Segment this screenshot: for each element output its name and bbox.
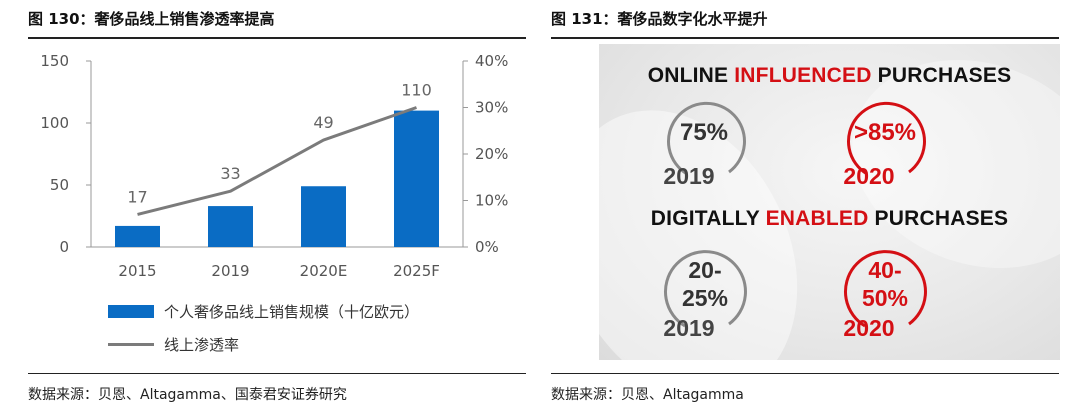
y-tick-label-right: 30% <box>475 99 508 117</box>
bar-2025F <box>394 110 439 247</box>
heading-highlight: ENABLED <box>765 207 869 230</box>
heading-part: DIGITALLY <box>650 207 766 230</box>
ring-arc-red <box>843 250 927 328</box>
ring-online-2019: 75% 2019 <box>663 101 746 189</box>
ring-arc-red <box>847 101 926 176</box>
x-tick-label: 2020E <box>300 262 348 280</box>
legend-line-label: 线上渗透率 <box>164 336 240 354</box>
x-tick-label: 2015 <box>118 262 156 280</box>
digitally-enabled-heading: DIGITALLY ENABLED PURCHASES <box>599 207 1060 231</box>
x-tick-label: 2019 <box>211 262 249 280</box>
legend-bar-swatch <box>108 305 154 318</box>
digital-2019-value-line2: 25% <box>682 285 728 311</box>
data-label: 49 <box>313 113 333 132</box>
data-label: 17 <box>127 187 147 206</box>
heading-part: PURCHASES <box>871 64 1012 87</box>
right-source: 数据来源：贝恩、Altagamma <box>551 387 744 403</box>
bar-2019 <box>208 206 253 247</box>
online-sales-chart: 0 50 100 150 0% 10% 20% 30% 40% 2015 2019 2020E 2025… <box>40 52 508 280</box>
ring-arc-gray <box>667 101 746 176</box>
digital-2020-value-line1: 40- <box>868 257 901 283</box>
data-label: 33 <box>220 164 240 183</box>
legend-bar-entry: 个人奢侈品线上销售规模（十亿欧元） <box>108 301 419 322</box>
online-influenced-heading: ONLINE INFLUENCED PURCHASES <box>599 64 1060 88</box>
right-figure-title: 图 131：奢侈品数字化水平提升 <box>551 10 768 28</box>
left-title-rule <box>28 37 526 39</box>
heading-highlight: INFLUENCED <box>734 64 872 87</box>
left-source: 数据来源：贝恩、Altagamma、国泰君安证券研究 <box>28 387 347 403</box>
y-tick-label-left: 0 <box>59 238 69 256</box>
bar-2015 <box>115 225 160 247</box>
y-tick-label-right: 10% <box>475 192 508 210</box>
penetration-line <box>137 106 417 216</box>
right-source-rule <box>551 373 1059 374</box>
digital-2020-value-line2: 50% <box>862 285 908 311</box>
left-source-rule <box>28 373 526 374</box>
bar-2020E <box>301 186 346 247</box>
legend-bar-label: 个人奢侈品线上销售规模（十亿欧元） <box>164 303 420 321</box>
x-tick-label: 2025F <box>393 262 440 280</box>
heading-part: ONLINE <box>647 64 735 87</box>
legend-line-entry: 线上渗透率 <box>108 334 239 355</box>
online-2019-year: 2019 <box>663 163 714 189</box>
digital-2019-year: 2019 <box>663 315 714 341</box>
ring-online-2020: >85% 2020 <box>843 101 926 189</box>
online-2020-value: >85% <box>854 119 916 146</box>
y-tick-label-left: 150 <box>40 52 69 70</box>
ring-digital-2020: 40- 50% 2020 <box>843 250 927 341</box>
digitalization-infographic: ONLINE INFLUENCED PURCHASES 75% 2019 >85… <box>599 44 1060 360</box>
right-title-rule <box>551 37 1059 39</box>
data-label: 110 <box>401 81 432 100</box>
y-tick-label-right: 0% <box>475 238 499 256</box>
online-2019-value: 75% <box>680 119 728 146</box>
y-tick-label-right: 40% <box>475 52 508 70</box>
ring-digital-2019: 20- 25% 2019 <box>663 250 747 341</box>
y-tick-label-right: 20% <box>475 145 508 163</box>
y-tick-label-left: 100 <box>40 114 69 132</box>
left-figure-title: 图 130：奢侈品线上销售渗透率提高 <box>28 10 275 28</box>
ring-arc-gray <box>663 250 747 328</box>
legend-line-swatch <box>108 343 154 346</box>
heading-part: PURCHASES <box>868 207 1009 230</box>
digital-2020-year: 2020 <box>843 315 894 341</box>
y-tick-label-left: 50 <box>50 176 69 194</box>
digital-2019-value-line1: 20- <box>688 257 721 283</box>
online-2020-year: 2020 <box>843 163 894 189</box>
